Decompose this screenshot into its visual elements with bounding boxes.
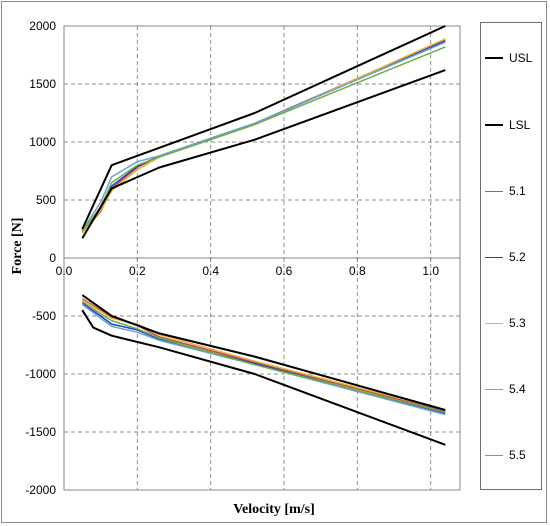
y-tick-label: -1000 — [25, 367, 56, 381]
y-axis-title: Force [N] — [10, 218, 25, 275]
y-tick-label: -1500 — [25, 425, 56, 439]
legend-item: 5.1 — [485, 183, 526, 199]
legend-item: LSL — [485, 117, 530, 133]
legend-label: 5.5 — [509, 448, 526, 462]
legend-swatch — [485, 454, 503, 456]
x-axis-title: Velocity [m/s] — [233, 502, 315, 517]
legend-item: USL — [485, 50, 532, 66]
y-tick-label: 1500 — [29, 77, 56, 91]
x-tick-label: 0.2 — [129, 264, 146, 278]
legend-swatch — [485, 256, 503, 258]
legend-label: USL — [509, 51, 533, 65]
series-line-5-4-upper — [81, 41, 446, 231]
legend-item: 5.4 — [485, 381, 526, 397]
legend-swatch — [485, 57, 503, 59]
series-line-lsl-lower — [81, 309, 446, 446]
series-line-lsl-upper — [81, 69, 446, 239]
y-tick-label: -500 — [32, 309, 56, 323]
series-line-5-2-lower — [81, 302, 446, 415]
legend-item: 5.3 — [485, 315, 526, 331]
x-tick-label: 0.0 — [56, 264, 73, 278]
legend-item: 5.2 — [485, 249, 526, 265]
legend-label: 5.1 — [509, 184, 526, 198]
series-line-usl-upper — [81, 25, 446, 230]
legend-swatch — [485, 388, 503, 390]
x-tick-label: 1.0 — [422, 264, 439, 278]
legend-swatch — [485, 124, 503, 126]
legend-label: 5.2 — [509, 250, 526, 264]
legend-label: LSL — [509, 118, 531, 132]
x-tick-label: 0.6 — [276, 264, 293, 278]
plot-area: -2000 -1500 -1000 -500 0 500 1000 1500 2000 0.0 0.… — [10, 19, 461, 517]
y-tick-label: 500 — [36, 193, 56, 207]
legend-swatch — [485, 322, 503, 324]
y-tick-label: -2000 — [25, 483, 56, 497]
y-tick-label: 1000 — [29, 135, 56, 149]
legend-label: 5.3 — [509, 316, 526, 330]
x-tick-label: 0.8 — [349, 264, 366, 278]
y-tick-label: 2000 — [29, 19, 56, 33]
series-line-5-5-lower — [81, 300, 446, 414]
series-line-5-5-upper — [81, 46, 446, 232]
x-tick-label: 0.4 — [202, 264, 219, 278]
legend-item: 5.5 — [485, 447, 526, 463]
series-line-5-3-lower — [81, 299, 446, 411]
y-tick-label: 0 — [49, 251, 56, 265]
legend-swatch — [485, 190, 503, 192]
series-line-usl-lower — [81, 294, 446, 411]
legend-label: 5.4 — [509, 382, 526, 396]
legend: USL LSL 5.1 5.2 5.3 5.4 5.5 — [480, 22, 542, 490]
